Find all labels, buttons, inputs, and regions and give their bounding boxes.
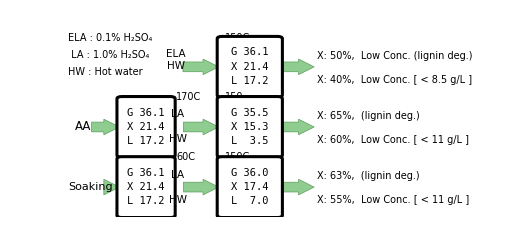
Text: G 35.5
X 15.3
L  3.5: G 35.5 X 15.3 L 3.5	[231, 108, 269, 146]
Text: HW: HW	[169, 134, 187, 144]
Text: X: 55%,  Low Conc. [ < 11 g/L ]: X: 55%, Low Conc. [ < 11 g/L ]	[317, 195, 470, 205]
Text: G 36.1
X 21.4
L 17.2: G 36.1 X 21.4 L 17.2	[231, 47, 269, 86]
Text: 150C: 150C	[225, 33, 250, 43]
Text: 150C: 150C	[225, 152, 250, 162]
FancyBboxPatch shape	[217, 97, 282, 157]
Polygon shape	[184, 179, 218, 195]
Text: X: 50%,  Low Conc. (lignin deg.): X: 50%, Low Conc. (lignin deg.)	[317, 51, 473, 61]
Polygon shape	[104, 179, 120, 195]
Text: G 36.1
X 21.4
L 17.2: G 36.1 X 21.4 L 17.2	[127, 108, 165, 146]
Text: 60C: 60C	[176, 152, 195, 162]
FancyBboxPatch shape	[217, 36, 282, 97]
Polygon shape	[92, 119, 120, 135]
Text: ELA : 0.1% H₂SO₄: ELA : 0.1% H₂SO₄	[68, 33, 152, 43]
Polygon shape	[278, 59, 314, 75]
Text: HW: HW	[169, 195, 187, 205]
Text: G 36.0
X 17.4
L  7.0: G 36.0 X 17.4 L 7.0	[231, 168, 269, 206]
Text: ELA: ELA	[166, 49, 186, 59]
Text: HW : Hot water: HW : Hot water	[68, 67, 143, 77]
FancyBboxPatch shape	[217, 157, 282, 218]
Text: LA: LA	[171, 110, 184, 120]
Text: Soaking: Soaking	[68, 182, 113, 192]
Text: G 36.1
X 21.4
L 17.2: G 36.1 X 21.4 L 17.2	[127, 168, 165, 206]
Text: X: 60%,  Low Conc. [ < 11 g/L ]: X: 60%, Low Conc. [ < 11 g/L ]	[317, 135, 469, 145]
Polygon shape	[183, 59, 218, 75]
FancyBboxPatch shape	[117, 157, 175, 218]
Text: HW: HW	[167, 61, 185, 71]
Text: LA: LA	[171, 170, 184, 180]
Text: X: 40%,  Low Conc. [ < 8.5 g/L ]: X: 40%, Low Conc. [ < 8.5 g/L ]	[317, 75, 472, 85]
Text: X: 63%,  (lignin deg.): X: 63%, (lignin deg.)	[317, 171, 420, 181]
Polygon shape	[278, 179, 314, 195]
Text: LA : 1.0% H₂SO₄: LA : 1.0% H₂SO₄	[68, 50, 150, 60]
Polygon shape	[184, 119, 218, 135]
FancyBboxPatch shape	[117, 97, 175, 157]
Text: AA: AA	[75, 121, 92, 133]
Text: 170C: 170C	[176, 92, 201, 102]
Text: 150: 150	[225, 92, 244, 102]
Polygon shape	[278, 119, 314, 135]
Text: X: 65%,  (lignin deg.): X: 65%, (lignin deg.)	[317, 111, 420, 121]
